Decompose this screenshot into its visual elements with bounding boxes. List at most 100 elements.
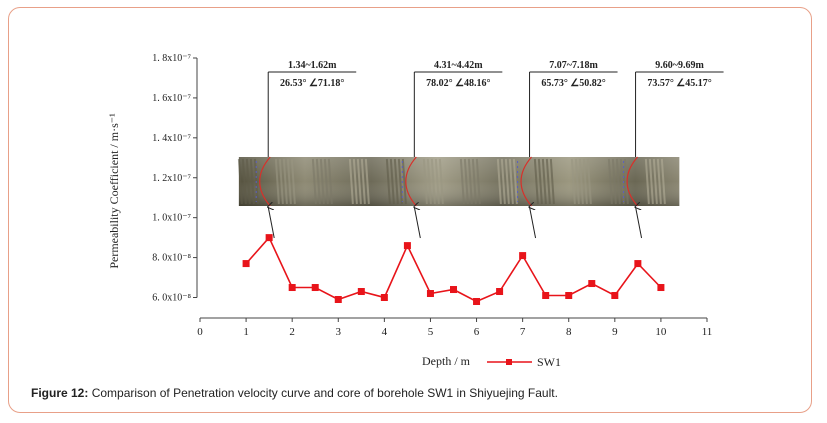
- core-texture-streak: [323, 158, 329, 205]
- y-tick-label: 1. 6x10⁻⁷: [152, 93, 191, 104]
- core-texture-streak: [549, 158, 555, 205]
- x-axis-label: Depth / m: [422, 354, 471, 368]
- x-tick-label: 8: [566, 326, 572, 338]
- fracture-annotation: 7.07~7.18m 65.73° ∠50.82°: [530, 60, 618, 239]
- data-point: [496, 288, 504, 296]
- data-point: [542, 292, 550, 300]
- dip-angle-label: 26.53° ∠71.18°: [280, 78, 344, 89]
- x-tick-label: 3: [336, 326, 342, 338]
- core-texture-streak: [512, 158, 518, 205]
- axes: 0 1 2 3 4 5 6 7 8 9 10 11 6. 0x10⁻⁸ 8. 0x10⁻⁸ 1. 0x10⁻…: [152, 53, 712, 338]
- legend-label: SW1: [537, 355, 561, 369]
- data-point: [519, 252, 527, 260]
- x-tick-label: 9: [612, 326, 618, 338]
- x-tick-label: 10: [655, 326, 667, 338]
- legend-marker: [506, 359, 512, 365]
- data-point: [473, 297, 481, 305]
- core-texture-streak: [237, 158, 243, 205]
- core-texture-streak: [504, 158, 510, 205]
- figure-caption: Figure 12: Comparison of Penetration vel…: [31, 386, 791, 400]
- core-texture-streak: [463, 158, 469, 205]
- data-point: [380, 294, 388, 301]
- data-point: [611, 292, 619, 300]
- core-texture-streak: [352, 158, 358, 205]
- core-texture-streak: [282, 158, 288, 205]
- core-texture-streak: [364, 158, 370, 205]
- core-texture-streak: [541, 158, 547, 205]
- core-texture-streak: [249, 158, 255, 205]
- core-texture-streak: [422, 158, 428, 205]
- y-tick-label: 1. 8x10⁻⁷: [152, 53, 191, 64]
- core-texture-streak: [278, 158, 284, 205]
- core-texture-streak: [467, 158, 473, 205]
- core-texture-streak: [434, 158, 440, 205]
- fracture-annotations: 1.34~1.62m 26.53° ∠71.18° 4.31~4.42m 78.02°…: [268, 60, 724, 239]
- fracture-annotation: 1.34~1.62m 26.53° ∠71.18°: [268, 60, 357, 239]
- y-tick-label: 6. 0x10⁻⁸: [152, 293, 191, 304]
- depth-range-label: 1.34~1.62m: [288, 60, 337, 71]
- data-point: [357, 288, 365, 296]
- core-texture-streak: [245, 158, 251, 205]
- data-point: [242, 260, 250, 268]
- data-point: [288, 284, 296, 292]
- core-texture-streak: [533, 158, 539, 205]
- figure-frame: [8, 7, 812, 413]
- data-point: [403, 242, 411, 250]
- x-tick-label: 2: [289, 326, 295, 338]
- series-sw1: [242, 234, 665, 305]
- core-texture-streak: [241, 158, 247, 205]
- core-texture-streak: [430, 158, 436, 205]
- core-texture-streak: [385, 158, 391, 205]
- core-texture-streak: [475, 158, 481, 205]
- core-texture-streak: [652, 158, 658, 205]
- fracture-arrow: [414, 207, 421, 239]
- core-texture-streak: [327, 158, 333, 205]
- core-texture-streak: [496, 158, 502, 205]
- y-tick-label: 8. 0x10⁻⁸: [152, 253, 191, 264]
- core-texture-streak: [319, 158, 325, 205]
- x-tick-label: 5: [428, 326, 434, 338]
- core-texture-streak: [570, 158, 576, 205]
- y-tick-label: 1. 0x10⁻⁷: [152, 213, 191, 224]
- x-tick-label: 4: [382, 326, 388, 338]
- core-texture-streak: [611, 158, 617, 205]
- caption-label: Figure 12:: [31, 386, 89, 400]
- core-image: [237, 156, 680, 207]
- core-texture-streak: [438, 158, 444, 205]
- core-texture-streak: [290, 158, 296, 205]
- fracture-arrow: [268, 207, 275, 239]
- data-point: [265, 234, 273, 242]
- data-point: [565, 292, 573, 300]
- core-texture-streak: [500, 158, 506, 205]
- data-point: [657, 284, 665, 292]
- caption-text: Comparison of Penetration velocity curve…: [88, 386, 558, 400]
- fracture-arrow: [636, 207, 643, 239]
- core-texture-streak: [648, 158, 654, 205]
- data-point: [311, 284, 319, 292]
- data-point: [334, 295, 342, 303]
- dip-angle-label: 78.02° ∠48.16°: [426, 78, 490, 89]
- core-texture-streak: [660, 158, 666, 205]
- core-texture-streak: [356, 158, 362, 205]
- x-tick-label: 1: [243, 326, 249, 338]
- core-texture-streak: [311, 158, 317, 205]
- core-texture-streak: [574, 158, 580, 205]
- fracture-annotation: 4.31~4.42m 78.02° ∠48.16°: [414, 60, 503, 239]
- depth-range-label: 4.31~4.42m: [434, 60, 483, 71]
- core-texture-streak: [393, 158, 399, 205]
- y-axis-label: Permeability Coefficient / m·s⁻¹: [107, 113, 121, 269]
- data-point: [634, 260, 642, 268]
- depth-range-label: 9.60~9.69m: [655, 60, 704, 71]
- core-texture-streak: [401, 158, 407, 205]
- data-point: [588, 280, 596, 288]
- core-texture-streak: [537, 158, 543, 205]
- core-texture-streak: [656, 158, 662, 205]
- depth-range-label: 7.07~7.18m: [549, 60, 598, 71]
- core-texture-streak: [644, 158, 650, 205]
- core-texture-streak: [508, 158, 514, 205]
- core-texture-streak: [360, 158, 366, 205]
- dip-angle-label: 65.73° ∠50.82°: [541, 78, 605, 89]
- fracture-annotation: 9.60~9.69m 73.57° ∠45.17°: [636, 60, 724, 239]
- x-tick-label: 7: [520, 326, 526, 338]
